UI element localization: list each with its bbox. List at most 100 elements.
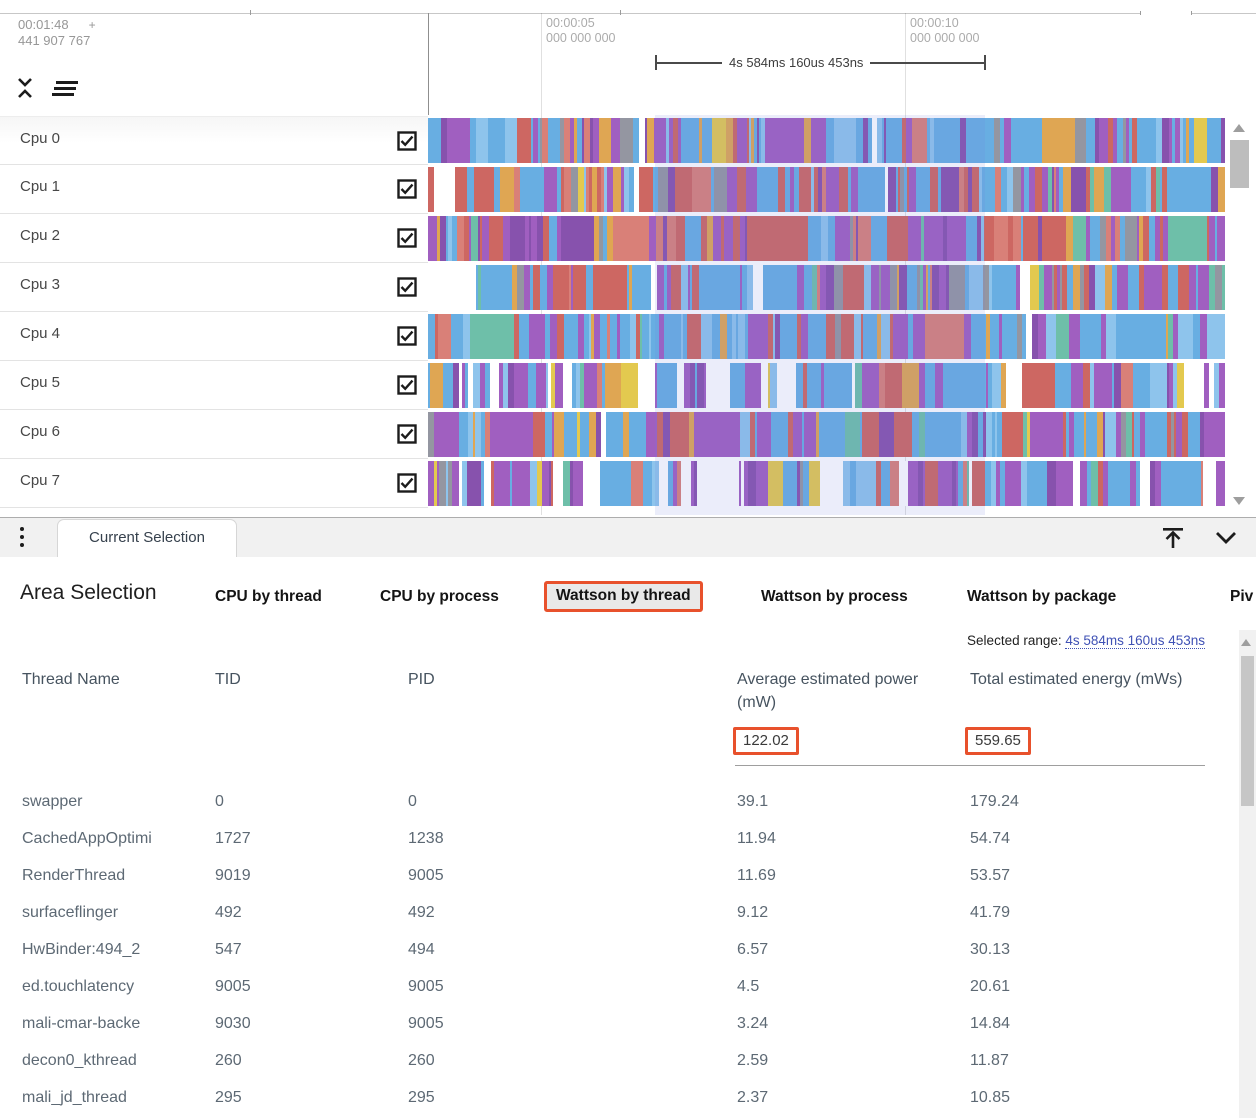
track-row: Cpu 3	[0, 263, 1256, 312]
cpu-sched-track[interactable]	[428, 216, 1227, 261]
cpu-sched-track[interactable]	[428, 412, 1236, 457]
area-tab-cpu-by-process[interactable]: CPU by process	[380, 588, 499, 605]
cell-total-energy: 179.24	[970, 793, 1019, 810]
kebab-menu-icon[interactable]	[20, 527, 24, 551]
cell-total-energy: 54.74	[970, 830, 1011, 847]
col-header-total-energy: Total estimated energy (mWs)	[970, 671, 1183, 688]
cell-pid: 494	[408, 941, 435, 958]
minimap-overview-bar[interactable]	[0, 13, 1256, 14]
cell-thread-name: RenderThread	[22, 867, 126, 884]
track-name: Cpu 0	[20, 130, 61, 147]
cell-tid: 9030	[215, 1015, 251, 1032]
track-checkbox[interactable]	[397, 424, 417, 444]
track-panel-divider	[428, 13, 429, 115]
tracks-scrollbar-thumb[interactable]	[1230, 140, 1249, 188]
cell-total-energy: 41.79	[970, 904, 1011, 921]
arrow-up-icon[interactable]	[1241, 639, 1251, 646]
track-label-area[interactable]: Cpu 0	[0, 116, 428, 165]
cell-tid: 295	[215, 1089, 242, 1106]
area-selection-title: Area Selection	[20, 581, 157, 604]
cell-tid: 9005	[215, 978, 251, 995]
cell-avg-power: 4.5	[737, 978, 760, 995]
track-checkbox[interactable]	[397, 131, 417, 151]
unfold-less-icon[interactable]	[14, 76, 36, 100]
cell-pid: 9005	[408, 1015, 444, 1032]
track-checkbox[interactable]	[397, 473, 417, 493]
cell-avg-power: 11.94	[737, 830, 776, 847]
cell-avg-power: 39.1	[737, 793, 769, 810]
cpu-sched-track[interactable]	[428, 314, 1234, 359]
track-row: Cpu 0	[0, 116, 1256, 165]
minimap-tick	[620, 10, 621, 15]
track-label-area[interactable]: Cpu 3	[0, 263, 428, 312]
cell-total-energy: 30.13	[970, 941, 1011, 958]
cell-tid: 547	[215, 941, 242, 958]
cell-avg-power: 9.12	[737, 904, 769, 921]
cell-tid: 1727	[215, 830, 251, 847]
cell-total-energy: 10.85	[970, 1089, 1011, 1106]
cell-total-energy: 11.87	[970, 1052, 1009, 1069]
time-gridline	[541, 13, 542, 515]
cell-avg-power: 2.59	[737, 1052, 769, 1069]
arrow-down-icon[interactable]	[1233, 497, 1245, 505]
area-tab-wattson-by-process[interactable]: Wattson by process	[761, 588, 908, 605]
cell-total-energy: 14.84	[970, 1015, 1011, 1032]
chevron-down-icon[interactable]	[1212, 529, 1240, 547]
timeline-origin-time: 00:01:48 + 441 907 767	[18, 17, 96, 48]
col-header-tid: TID	[215, 671, 241, 688]
minimap-tick	[250, 10, 251, 15]
cpu-sched-track[interactable]	[428, 118, 1229, 163]
track-row: Cpu 6	[0, 410, 1256, 459]
cell-pid: 0	[408, 793, 417, 810]
track-row: Cpu 7	[0, 459, 1256, 508]
track-name: Cpu 4	[20, 325, 61, 342]
cell-thread-name: surfaceflinger	[22, 904, 119, 921]
cell-tid: 0	[215, 793, 224, 810]
track-label-area[interactable]: Cpu 2	[0, 214, 428, 263]
cell-pid: 260	[408, 1052, 435, 1069]
summary-avg-power: 122.02	[733, 727, 799, 755]
track-label-area[interactable]: Cpu 1	[0, 165, 428, 214]
detail-scrollbar-thumb[interactable]	[1241, 656, 1254, 806]
cell-tid: 492	[215, 904, 242, 921]
track-label-area[interactable]: Cpu 6	[0, 410, 428, 459]
menu-lines-icon[interactable]	[52, 80, 80, 97]
track-row: Cpu 4	[0, 312, 1256, 361]
cell-thread-name: CachedAppOptimi	[22, 830, 152, 847]
cpu-sched-track[interactable]	[428, 167, 1231, 212]
track-label-area[interactable]: Cpu 5	[0, 361, 428, 410]
area-tab-piv[interactable]: Piv	[1230, 588, 1254, 605]
area-tab-wattson-by-package[interactable]: Wattson by package	[967, 588, 1117, 605]
cell-avg-power: 3.24	[737, 1015, 769, 1032]
selected-range-link[interactable]: 4s 584ms 160us 453ns	[1065, 633, 1205, 649]
cpu-sched-track[interactable]	[428, 265, 1234, 310]
track-label-area[interactable]: Cpu 7	[0, 459, 428, 508]
cell-avg-power: 11.69	[737, 867, 776, 884]
track-name: Cpu 3	[20, 276, 61, 293]
cell-avg-power: 2.37	[737, 1089, 769, 1106]
track-checkbox[interactable]	[397, 375, 417, 395]
vertical-align-top-icon[interactable]	[1160, 525, 1186, 551]
col-header-avg-power: Average estimated power (mW)	[737, 671, 919, 711]
track-name: Cpu 5	[20, 374, 61, 391]
track-checkbox[interactable]	[397, 228, 417, 248]
minimap-viewport[interactable]	[1140, 11, 1192, 15]
cell-pid: 9005	[408, 978, 444, 995]
track-label-area[interactable]: Cpu 4	[0, 312, 428, 361]
arrow-up-icon[interactable]	[1233, 124, 1245, 132]
track-checkbox[interactable]	[397, 326, 417, 346]
track-row: Cpu 1	[0, 165, 1256, 214]
area-tab-wattson-by-thread[interactable]: Wattson by thread	[544, 581, 703, 612]
track-checkbox[interactable]	[397, 277, 417, 297]
track-checkbox[interactable]	[397, 179, 417, 199]
cell-tid: 9019	[215, 867, 251, 884]
cell-thread-name: decon0_kthread	[22, 1052, 137, 1069]
summary-divider	[735, 765, 1205, 766]
cpu-sched-track[interactable]	[428, 461, 1231, 506]
col-header-pid: PID	[408, 671, 435, 688]
cell-thread-name: ed.touchlatency	[22, 978, 135, 995]
tab-current-selection[interactable]: Current Selection	[57, 519, 237, 557]
cell-avg-power: 6.57	[737, 941, 769, 958]
cpu-sched-track[interactable]	[428, 363, 1227, 408]
area-tab-cpu-by-thread[interactable]: CPU by thread	[215, 588, 322, 605]
